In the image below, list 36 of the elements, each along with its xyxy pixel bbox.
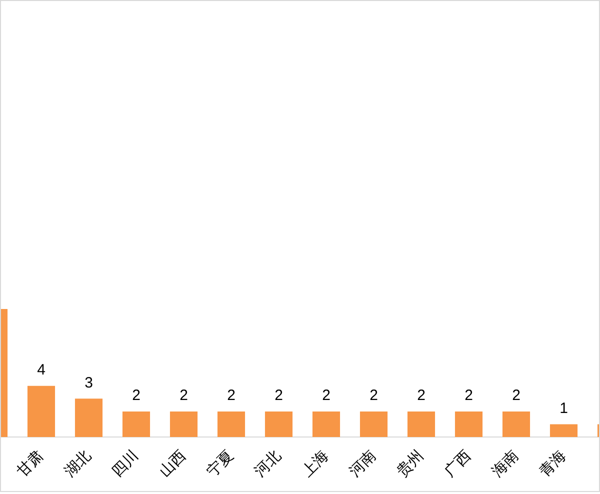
x-tick-label: 广西 xyxy=(440,446,474,480)
bar xyxy=(27,386,56,438)
data-label: 4 xyxy=(37,361,46,378)
bar xyxy=(454,411,483,438)
data-label: 1 xyxy=(560,400,568,417)
data-label: 2 xyxy=(274,387,283,404)
x-tick-label: 河北 xyxy=(250,446,284,480)
bar xyxy=(122,411,150,438)
bar xyxy=(360,411,388,438)
bar xyxy=(550,424,578,438)
bar xyxy=(502,411,530,438)
x-tick-label: 四川 xyxy=(108,446,142,480)
x-tick-label: 山西 xyxy=(155,446,190,480)
x-tick-label: 甘肃 xyxy=(12,446,47,480)
bar xyxy=(264,411,293,438)
data-label: 3 xyxy=(84,374,93,392)
x-tick-label: 宁夏 xyxy=(202,446,237,480)
data-label: 2 xyxy=(322,387,330,404)
data-label: 2 xyxy=(464,387,473,404)
x-tick-label: 贵州 xyxy=(392,446,427,480)
bar xyxy=(217,411,246,438)
bar xyxy=(312,411,340,438)
bar xyxy=(74,398,103,438)
data-label: 2 xyxy=(370,387,378,404)
bar xyxy=(407,411,436,438)
x-tick-label: 河南 xyxy=(345,446,380,480)
x-tick-label: 湖北 xyxy=(60,446,94,480)
x-tick-label: 青海 xyxy=(535,446,570,480)
x-tick-label: 海南 xyxy=(488,446,522,480)
data-label: 2 xyxy=(132,387,140,404)
data-label: 2 xyxy=(512,387,520,404)
data-label: 2 xyxy=(180,387,188,404)
bar xyxy=(170,411,198,438)
x-tick-label: 上海 xyxy=(298,446,332,480)
data-label: 2 xyxy=(417,387,426,404)
data-label: 2 xyxy=(227,387,236,404)
